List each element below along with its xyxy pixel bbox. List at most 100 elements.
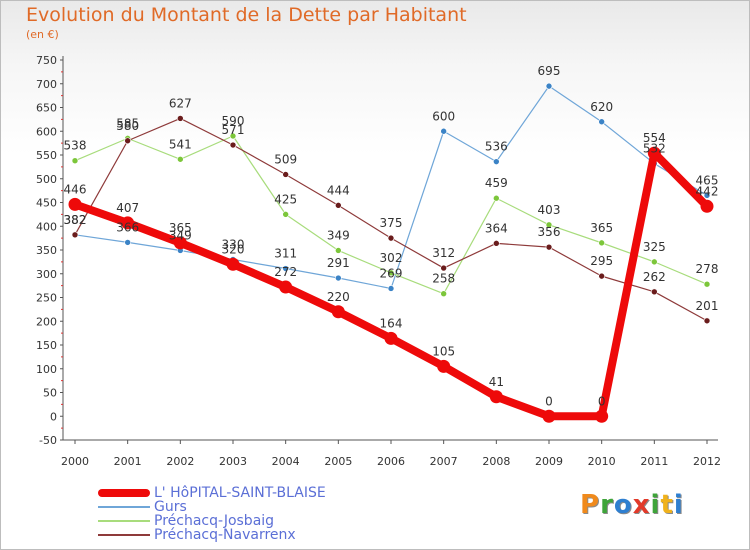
x-tick-label: 2003 — [219, 455, 247, 468]
data-point-gurs — [124, 239, 131, 246]
data-point-pr-chacq-navarrenx — [493, 240, 500, 247]
data-label-gurs: 330 — [222, 238, 245, 252]
x-tick-label: 2001 — [114, 455, 142, 468]
y-tick-label: 150 — [36, 339, 57, 352]
data-label-gurs: 349 — [169, 228, 192, 242]
data-label-l-h-pital-saint-blaise: 164 — [380, 316, 403, 330]
data-point-l-h-pital-saint-blaise — [173, 236, 187, 250]
data-point-gurs — [545, 82, 553, 90]
y-tick-label: 750 — [36, 54, 57, 67]
data-label-pr-chacq-navarrenx: 312 — [432, 246, 455, 260]
data-label-pr-chacq-navarrenx: 356 — [538, 225, 561, 239]
data-label-gurs: 532 — [643, 142, 666, 156]
data-label-gurs: 366 — [116, 220, 139, 234]
data-label-l-h-pital-saint-blaise: 41 — [489, 375, 504, 389]
data-label-pr-chacq-josbaig: 585 — [116, 116, 139, 130]
data-label-pr-chacq-josbaig: 541 — [169, 137, 192, 151]
data-label-l-h-pital-saint-blaise: 220 — [327, 290, 350, 304]
data-point-pr-chacq-josbaig — [598, 239, 605, 247]
data-label-pr-chacq-josbaig: 425 — [274, 192, 297, 206]
data-label-pr-chacq-josbaig: 325 — [643, 240, 666, 254]
data-label-gurs: 465 — [696, 173, 719, 187]
y-tick-label: 250 — [36, 292, 57, 305]
y-tick-label: 700 — [36, 78, 57, 91]
legend-label-pr-chacq-navarrenx: Préchacq-Navarrenx — [154, 527, 296, 543]
data-point-pr-chacq-navarrenx — [71, 231, 79, 239]
x-tick-label: 2008 — [482, 455, 510, 468]
data-point-pr-chacq-navarrenx — [124, 137, 131, 145]
legend-label-l-h-pital-saint-blaise: L' HôPITAL-SAINT-BLAISE — [154, 485, 326, 501]
y-tick-label: -50 — [39, 434, 57, 447]
data-point-pr-chacq-josbaig — [545, 221, 553, 229]
series-line-l-h-pital-saint-blaise — [71, 149, 711, 421]
chart-title: Evolution du Montant de la Dette par Hab… — [26, 4, 467, 26]
data-label-l-h-pital-saint-blaise: 446 — [64, 182, 87, 196]
data-point-l-h-pital-saint-blaise — [489, 390, 503, 404]
data-point-gurs — [598, 118, 605, 126]
data-point-pr-chacq-josbaig — [387, 269, 395, 277]
data-point-pr-chacq-josbaig — [703, 280, 711, 288]
data-label-pr-chacq-navarrenx: 262 — [643, 270, 666, 284]
axis-layer: -50 0 50 100 150 200 250 300 350 400 450 500 550 600 6… — [36, 54, 721, 468]
legend-label-pr-chacq-josbaig: Préchacq-Josbaig — [154, 513, 275, 529]
data-point-pr-chacq-josbaig — [282, 211, 289, 218]
data-label-l-h-pital-saint-blaise: 407 — [116, 201, 139, 215]
y-tick-label: 650 — [36, 102, 57, 115]
data-label-gurs: 695 — [538, 64, 561, 78]
logo-letter: t — [660, 490, 674, 520]
data-point-gurs — [282, 265, 289, 272]
data-point-gurs — [493, 158, 500, 165]
legend-swatch-l-h-pital-saint-blaise — [98, 489, 150, 497]
logo-letter: P — [580, 490, 601, 520]
data-label-gurs: 382 — [64, 213, 87, 227]
data-label-pr-chacq-navarrenx: 571 — [222, 123, 245, 137]
data-label-l-h-pital-saint-blaise: 554 — [643, 131, 666, 145]
y-tick-label: 0 — [50, 410, 57, 423]
y-tick-label: 550 — [36, 149, 57, 162]
logo-letter: r — [600, 490, 614, 520]
series-layer — [68, 82, 714, 423]
data-label-pr-chacq-josbaig: 459 — [485, 176, 508, 190]
data-point-gurs — [335, 274, 342, 282]
y-tick-label: 300 — [36, 268, 57, 281]
data-label-pr-chacq-josbaig: 590 — [222, 114, 245, 128]
data-label-pr-chacq-navarrenx: 382 — [64, 213, 87, 227]
logo-letter: i — [673, 490, 684, 520]
data-label-l-h-pital-saint-blaise: 442 — [696, 184, 719, 198]
x-tick-label: 2007 — [430, 455, 458, 468]
data-point-l-h-pital-saint-blaise — [437, 359, 451, 373]
data-label-l-h-pital-saint-blaise: 365 — [169, 221, 192, 235]
data-label-pr-chacq-navarrenx: 509 — [274, 152, 297, 166]
data-label-pr-chacq-josbaig: 302 — [380, 251, 403, 265]
data-point-gurs — [387, 285, 395, 292]
data-point-pr-chacq-navarrenx — [387, 234, 395, 242]
data-point-l-h-pital-saint-blaise — [121, 216, 135, 230]
data-label-pr-chacq-josbaig: 538 — [64, 139, 87, 153]
data-point-l-h-pital-saint-blaise — [595, 409, 609, 423]
data-point-pr-chacq-josbaig — [177, 155, 184, 163]
y-tick-label: 600 — [36, 125, 57, 138]
legend-item-l-h-pital-saint-blaise: L' HôPITAL-SAINT-BLAISE — [98, 486, 326, 500]
data-label-pr-chacq-josbaig: 365 — [590, 221, 613, 235]
data-point-pr-chacq-navarrenx — [177, 115, 184, 122]
data-point-pr-chacq-josbaig — [493, 194, 500, 202]
y-tick-label: 450 — [36, 197, 57, 210]
legend-label-gurs: Gurs — [154, 499, 187, 515]
legend-item-pr-chacq-navarrenx: Préchacq-Navarrenx — [98, 528, 326, 542]
chart-unit: (en €) — [26, 28, 59, 41]
data-label-l-h-pital-saint-blaise: 0 — [598, 394, 606, 408]
data-point-gurs — [440, 127, 447, 135]
data-point-l-h-pital-saint-blaise — [68, 197, 82, 211]
x-tick-label: 2004 — [272, 455, 300, 468]
data-point-gurs — [703, 192, 711, 199]
data-label-pr-chacq-josbaig: 258 — [432, 272, 455, 286]
data-point-pr-chacq-navarrenx — [651, 288, 658, 296]
logo-letter: x — [632, 490, 651, 520]
data-label-l-h-pital-saint-blaise: 272 — [274, 265, 297, 279]
data-point-l-h-pital-saint-blaise — [647, 146, 661, 160]
data-label-gurs: 620 — [590, 100, 613, 114]
data-label-gurs: 269 — [380, 266, 403, 280]
data-point-pr-chacq-josbaig — [651, 258, 658, 266]
y-tick-label: 50 — [43, 387, 57, 400]
data-label-pr-chacq-navarrenx: 375 — [380, 216, 403, 230]
